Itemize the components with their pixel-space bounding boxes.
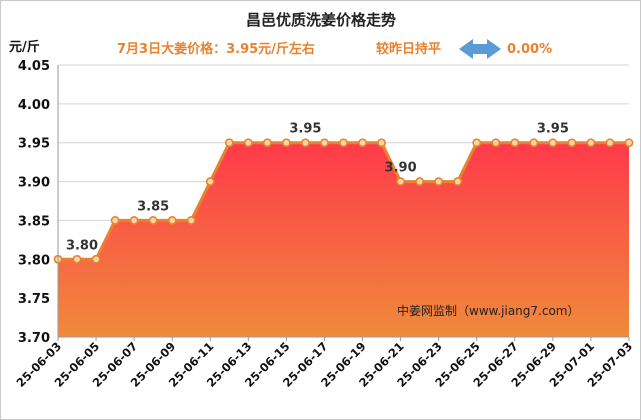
data-point [396, 177, 405, 186]
area-fill [58, 142, 629, 337]
y-tick-label: 4.05 [18, 59, 50, 74]
data-point [491, 138, 501, 148]
marker-layer [53, 138, 634, 264]
data-point [377, 138, 386, 148]
chart-title: 昌邑优质洗姜价格走势 [246, 11, 396, 29]
data-label: 3.85 [137, 199, 169, 214]
data-point [320, 138, 329, 148]
data-point [434, 177, 444, 186]
data-point [129, 216, 139, 225]
data-point [91, 254, 101, 264]
data-point [167, 216, 177, 225]
data-point [605, 138, 615, 148]
y-tick-label: 3.80 [18, 253, 50, 268]
data-label-layer: 3.80 3.85 3.95 3.90 3.95 [66, 122, 569, 254]
data-point [586, 138, 596, 148]
data-point [186, 216, 196, 225]
data-point [472, 138, 482, 148]
y-tick-label: 3.85 [18, 214, 50, 229]
compare-text: 较昨日持平 [376, 41, 441, 57]
y-tick-label: 3.95 [18, 137, 50, 152]
data-point [243, 138, 253, 148]
source-credit: 中姜网监制（www.jiang7.com） [397, 303, 579, 318]
change-percent-text: 0.00% [507, 42, 552, 57]
data-point [301, 138, 310, 148]
data-point [453, 177, 463, 186]
data-point [624, 138, 634, 148]
data-point [262, 138, 272, 148]
data-point [529, 138, 539, 148]
double-arrow-icon [459, 39, 501, 59]
data-point [339, 138, 348, 148]
data-point [72, 254, 82, 264]
data-label: 3.95 [289, 122, 321, 137]
y-tick-label: 3.70 [18, 331, 50, 346]
data-point [567, 138, 577, 148]
data-label: 3.90 [385, 161, 417, 176]
data-point [358, 138, 367, 148]
data-point [110, 216, 120, 225]
y-tick-label: 3.90 [18, 176, 50, 191]
y-tick-label: 4.00 [18, 98, 50, 113]
data-point [548, 138, 558, 148]
price-summary-text: 7月3日大姜价格：3.95元/斤左右 [117, 41, 315, 57]
data-point [205, 177, 215, 186]
data-label: 3.95 [537, 122, 569, 137]
y-tick-label: 3.75 [18, 292, 50, 307]
data-point [510, 138, 520, 148]
data-point [415, 177, 425, 186]
data-label: 3.80 [66, 238, 98, 253]
data-point [224, 138, 234, 148]
y-axis-unit: 元/斤 [9, 39, 40, 55]
data-point [148, 216, 158, 225]
data-point [281, 138, 291, 148]
